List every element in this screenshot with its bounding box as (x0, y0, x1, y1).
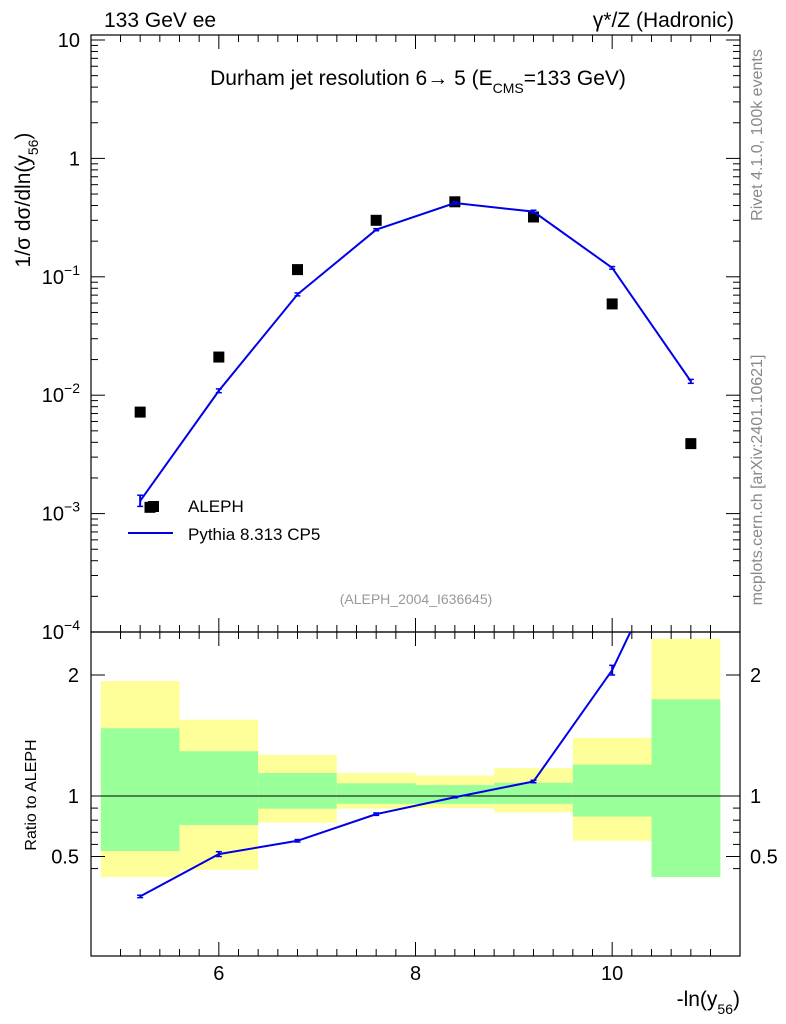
ratio-y-tick-label: 0.5 (51, 847, 79, 869)
main-y-tick-label: 10−1 (42, 262, 80, 289)
aleph-point (292, 264, 303, 276)
side-label-site: mcplots.cern.ch [arXiv:2401.10621] (749, 355, 766, 606)
ratio-y-tick-label: 2 (68, 665, 79, 687)
aleph-point (213, 351, 225, 363)
ratio-y-axis-label: Ratio to ALEPH (23, 739, 40, 850)
ratio-y-tick-label: 1 (68, 786, 79, 808)
side-label-version: Rivet 4.1.0, 100k events (749, 49, 766, 221)
chart-title: Durham jet resolution 6→ 5 (ECMS=133 GeV… (210, 67, 626, 96)
main-y-tick-label: 10 (58, 30, 80, 52)
aleph-point (134, 406, 146, 418)
x-tick-label: 8 (410, 963, 421, 985)
aleph-point (528, 211, 539, 223)
main-series (134, 196, 697, 513)
main-y-tick-label: 10−2 (42, 380, 80, 407)
ratio-series (137, 632, 632, 899)
aleph-point (370, 214, 382, 226)
main-y-tick-label: 10−3 (42, 499, 80, 526)
legend-label-pythia: Pythia 8.313 CP5 (188, 525, 320, 544)
main-y-axis-label: 1/σ dσ/dln(y56) (12, 133, 41, 268)
x-tick-label: 6 (213, 963, 224, 985)
legend: ALEPH Pythia 8.313 CP5 (128, 497, 320, 544)
ratio-band-inner-1 (179, 751, 259, 826)
ratio-y-tick-label-right: 2 (750, 665, 761, 687)
legend-label-aleph: ALEPH (188, 497, 244, 516)
header-right: γ*/Z (Hadronic) (593, 9, 734, 32)
ratio-y-tick-label-right: 1 (750, 786, 761, 808)
x-tick-label: 10 (601, 963, 623, 985)
aleph-point (606, 298, 618, 310)
ratio-band-inner-4 (415, 785, 495, 804)
main-axis-ticks: 10 1 10−1 10−2 10−3 10−4 (42, 30, 740, 644)
pythia-line (139, 201, 692, 502)
ratio-band-inner-3 (336, 783, 416, 804)
x-axis-label: -ln(y56) (677, 988, 740, 1017)
main-y-tick-label: 1 (69, 148, 80, 170)
ratio-band-inner-2 (258, 773, 337, 809)
ratio-band-inner-6 (572, 764, 652, 817)
ratio-y-tick-label-right: 0.5 (750, 847, 778, 869)
ratio-axis-ticks: 6 8 10 0.5 0.5 1 1 2 2 (51, 632, 778, 985)
analysis-id: (ALEPH_2004_I636645) (340, 591, 493, 607)
legend-marker-aleph (148, 501, 159, 512)
ratio-band-inner-7 (651, 699, 721, 878)
ratio-band-inner-5 (494, 782, 573, 804)
ratio-band-inner-0 (100, 728, 180, 852)
main-y-tick-label: 10−4 (42, 617, 80, 644)
aleph-point (685, 438, 697, 450)
header-left: 133 GeV ee (104, 9, 216, 32)
ratio-line (139, 632, 632, 898)
ratio-uncertainty-bands (100, 638, 721, 878)
